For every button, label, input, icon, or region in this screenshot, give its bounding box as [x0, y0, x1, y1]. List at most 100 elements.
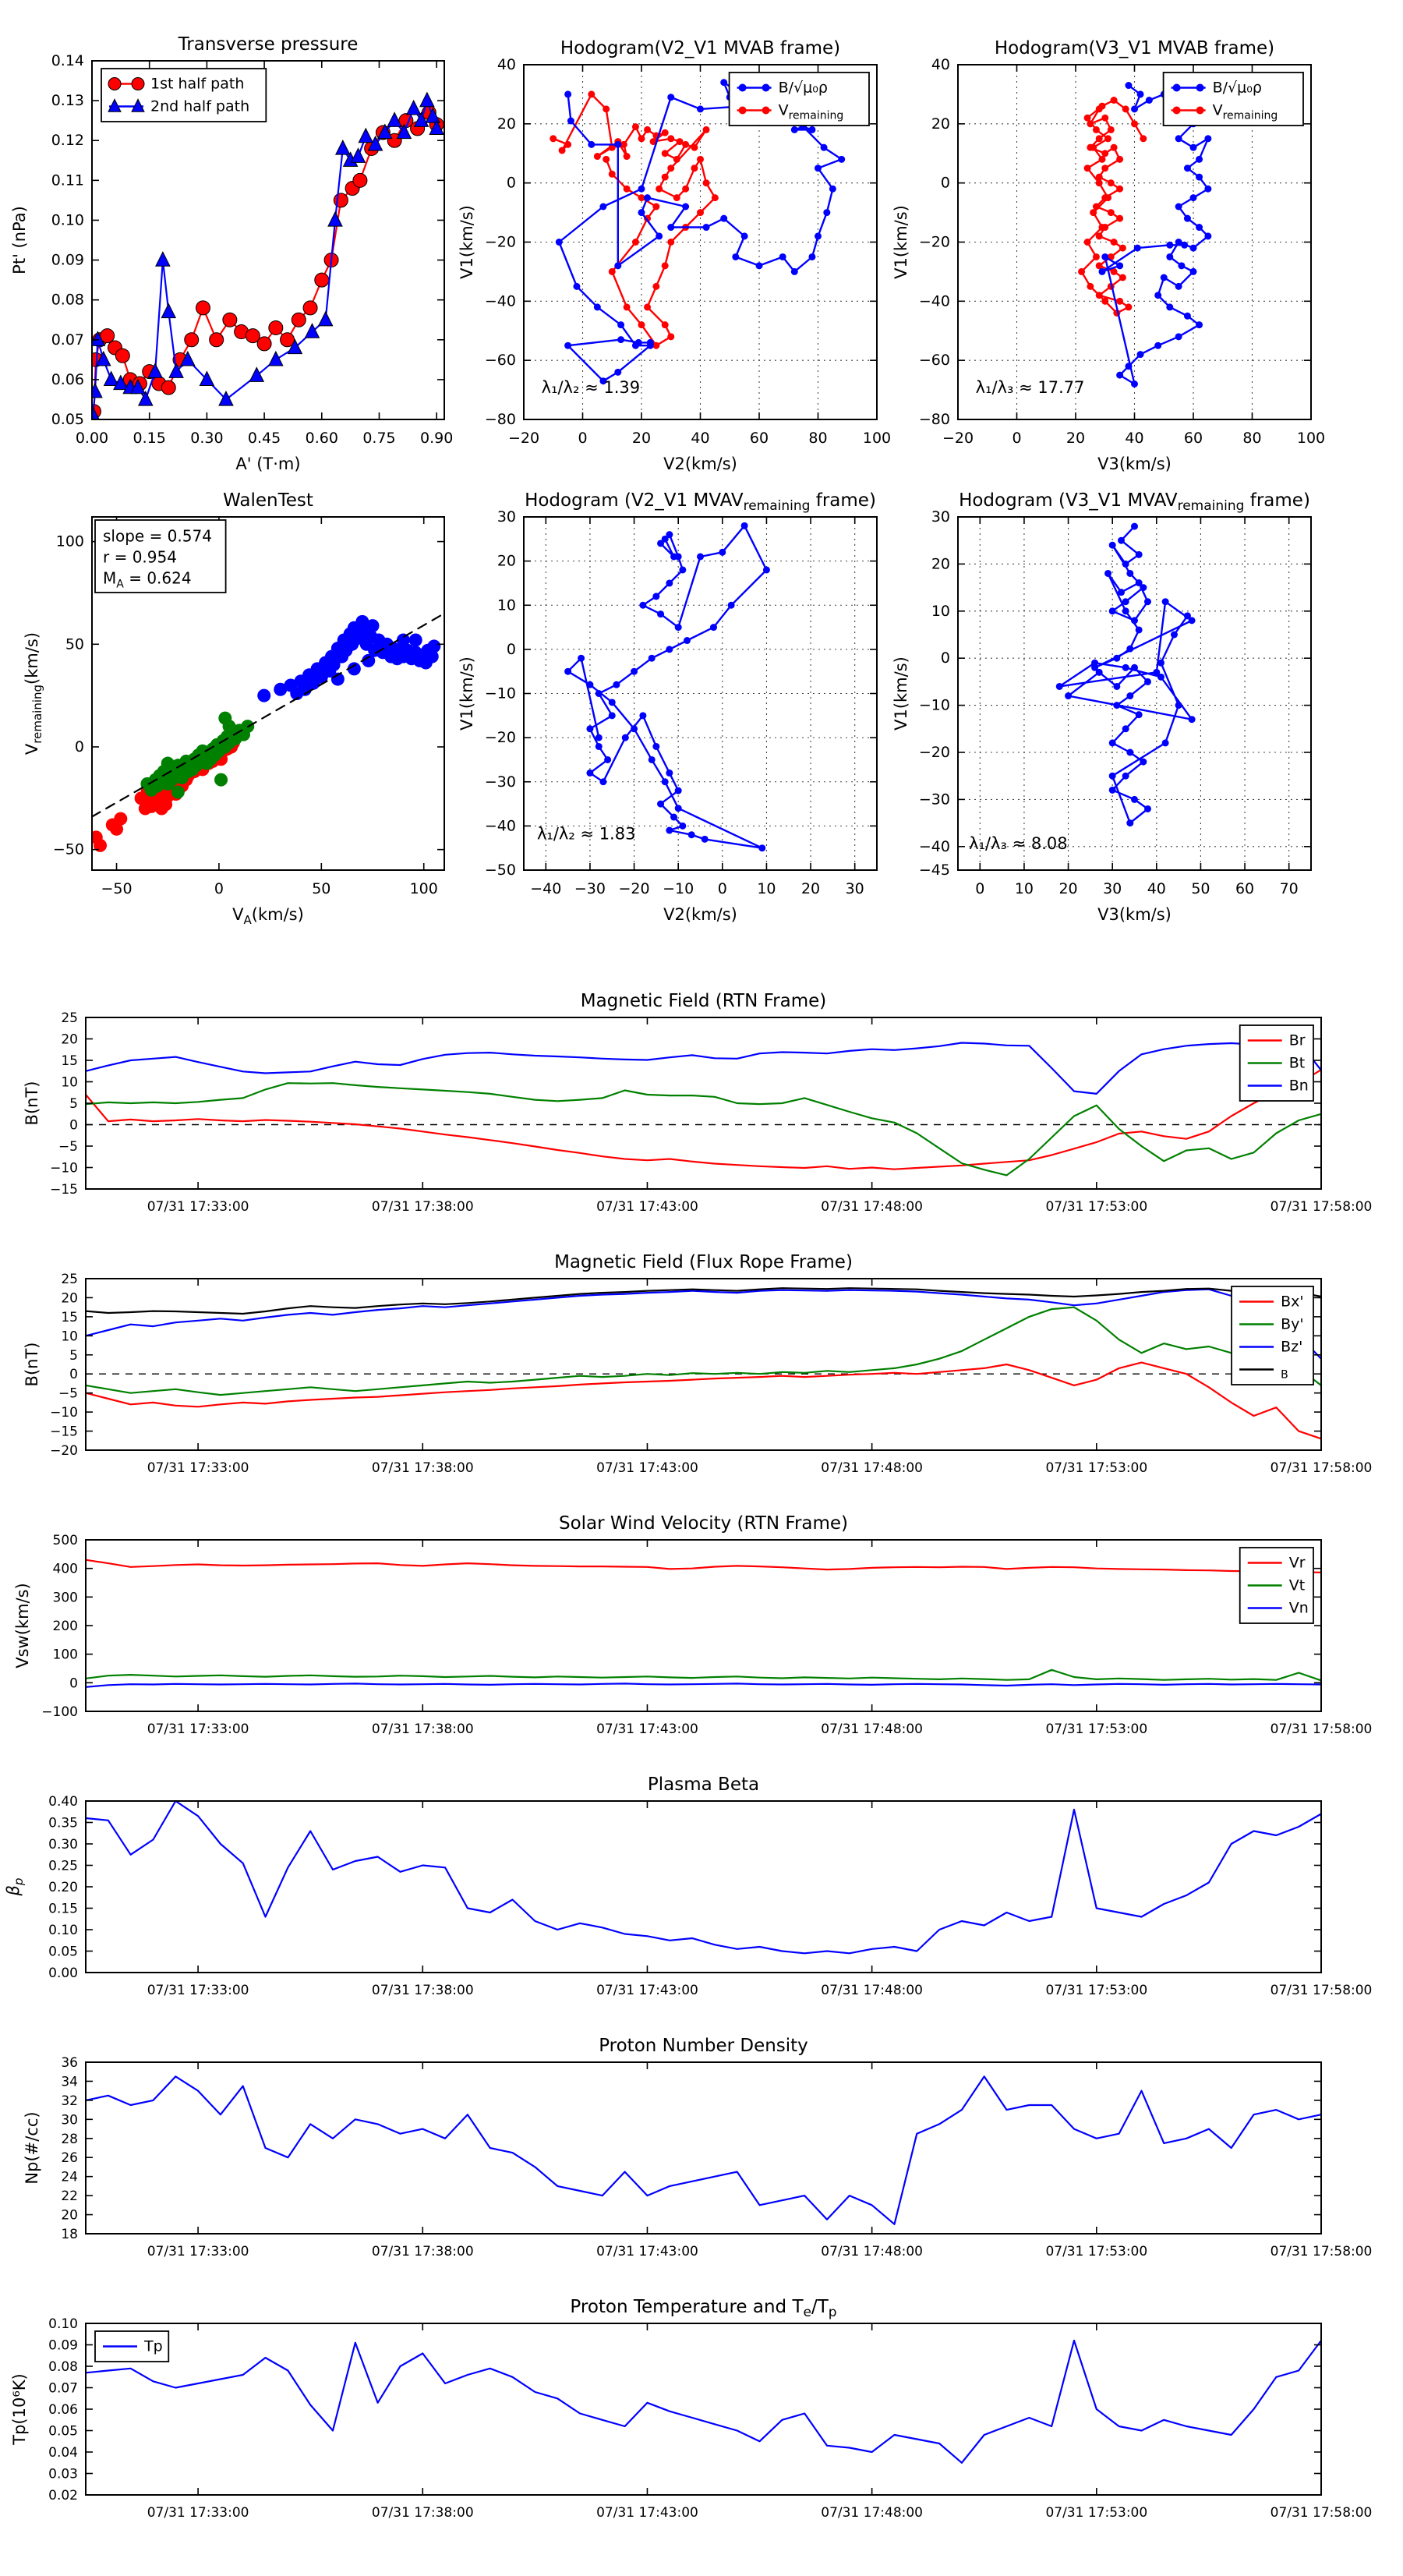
dot-marker [762, 83, 770, 92]
dot-marker [1160, 274, 1168, 281]
proton-density-title: Proton Number Density [599, 2036, 808, 2056]
hodogram-v3v1-mvav-xtick: 30 [1103, 880, 1122, 897]
proton-temperature-legend: Tp [94, 2330, 170, 2362]
transverse-pressure-ytick: 0.10 [51, 211, 84, 228]
circle-marker [327, 658, 341, 672]
circle-marker [222, 720, 236, 734]
dot-marker [1108, 541, 1116, 549]
dot-marker [1135, 711, 1143, 719]
plasma-beta-title: Plasma Beta [648, 1775, 759, 1795]
walen-test-frame [91, 516, 445, 871]
dot-marker [762, 106, 770, 115]
dot-marker [732, 253, 740, 260]
hodogram-v3v1-mvav-ytick: −20 [919, 744, 950, 761]
dot-marker [1095, 262, 1103, 270]
dot-marker [1101, 253, 1109, 260]
dot-marker [1092, 253, 1100, 260]
dot-marker [652, 341, 660, 349]
transverse-pressure-ylabel: Pt' (nPa) [10, 206, 29, 274]
mag-fluxrope-ytick: 20 [61, 1290, 78, 1306]
dot-marker [586, 769, 594, 777]
hodogram-v2v1-mvav-xtick: −30 [574, 880, 606, 897]
dot-marker [1116, 371, 1124, 379]
dot-marker [738, 83, 747, 92]
circle-marker [396, 633, 410, 647]
mag-rtn-series-Br [85, 1069, 1322, 1170]
dot-marker [1131, 663, 1138, 671]
proton-density-ytick: 20 [61, 2208, 78, 2224]
dot-marker [586, 681, 594, 688]
dot-marker [652, 282, 660, 290]
circle-marker [355, 614, 369, 628]
velocity-rtn-xtick: 07/31 17:43:00 [596, 1721, 698, 1737]
transverse-pressure-xtick: 0.90 [420, 430, 453, 447]
transverse-pressure-ytick: 0.11 [51, 172, 84, 189]
triangle-marker [350, 147, 366, 163]
dot-marker [1113, 682, 1121, 690]
proton-temperature-title: Proton Temperature and Te/Tp [570, 2297, 836, 2320]
mag-fluxrope-title: Magnetic Field (Flux Rope Frame) [554, 1252, 853, 1272]
hodogram-v3v1-mvav-ytick: −40 [919, 838, 950, 855]
triangle-marker [425, 108, 441, 123]
dot-marker [1116, 185, 1124, 193]
mag-fluxrope-series-B [85, 1287, 1322, 1315]
dot-marker [638, 321, 645, 329]
dot-marker [1098, 102, 1106, 110]
dot-marker [1116, 155, 1124, 163]
dot-marker [1126, 819, 1134, 827]
dot-marker [614, 140, 622, 148]
mag-rtn-series-Bt [85, 1082, 1322, 1177]
mag-fluxrope-legend-label: By' [1281, 1316, 1304, 1333]
dot-marker [1196, 224, 1203, 232]
hodogram-v3v1-mvav-ytick: 10 [931, 603, 950, 620]
triangle-marker [95, 350, 111, 366]
circle-marker [314, 272, 330, 288]
dot-marker [676, 138, 684, 146]
plasma-beta-ytick: 0.20 [48, 1880, 78, 1895]
dot-marker [687, 831, 695, 839]
hodogram-v3v1-mvab-annotation: λ₁/λ₃ ≈ 17.77 [976, 378, 1085, 397]
hodogram-v2v1-mvav-xtick: 30 [846, 880, 864, 897]
dot-marker [1131, 522, 1138, 530]
dot-marker [1166, 303, 1174, 311]
velocity-rtn-xtick: 07/31 17:33:00 [147, 1721, 249, 1737]
triangle-marker [91, 406, 101, 420]
dot-marker [1189, 194, 1197, 202]
proton-temperature-xtick: 07/31 17:38:00 [372, 2505, 474, 2521]
hodogram-v3v1-mvab-ytick: −20 [919, 234, 950, 251]
hodogram-v2v1-mvab-xtick: 20 [632, 430, 651, 447]
dot-marker [1101, 114, 1109, 122]
dot-marker [1131, 617, 1138, 625]
hodogram-v3v1-mvav-xtick: 60 [1235, 880, 1254, 897]
dot-marker [667, 94, 675, 101]
dot-marker [613, 681, 620, 688]
velocity-rtn-legend-label: Vt [1289, 1577, 1305, 1594]
dot-marker [599, 778, 607, 786]
triangle-marker [249, 366, 265, 382]
dot-marker [667, 165, 675, 172]
hodogram-v3v1-mvav-xtick: 50 [1191, 880, 1210, 897]
transverse-pressure-ytick: 0.05 [51, 411, 84, 428]
mag-rtn-legend-label: Br [1289, 1032, 1306, 1049]
velocity-rtn-series-Vn [85, 1683, 1322, 1688]
hodogram-v3v1-mvab-ytick: 0 [941, 175, 950, 192]
hodogram-v3v1-mvav-markers-V-path [1055, 522, 1196, 827]
plot-hodogram-v3v1-mvab: −20 0 20 40 60 80 100 −80 −60 −40 −20 0 20 40 Hodogram… [892, 38, 1325, 473]
hodogram-v3v1-mvav-xlabel: V3(km/s) [1097, 905, 1172, 924]
hodogram-v3v1-mvab-ytick: −80 [919, 411, 950, 428]
dot-marker [623, 185, 631, 193]
mag-rtn-legend-label: Bn [1289, 1077, 1309, 1095]
circle-marker [268, 320, 284, 335]
dot-marker [719, 548, 726, 556]
triangle-marker [287, 338, 303, 355]
dot-marker [623, 153, 631, 161]
dot-marker [711, 194, 719, 202]
plasma-beta-ytick: 0.10 [48, 1923, 78, 1938]
dot-marker [1065, 692, 1073, 700]
hodogram-v3v1-mvav-title: Hodogram (V3_V1 MVAVremaining frame) [959, 490, 1310, 514]
dot-marker [758, 844, 766, 852]
dot-marker [1110, 97, 1118, 104]
dot-marker [617, 321, 625, 329]
dot-marker [608, 170, 616, 178]
hodogram-v3v1-mvav-series-V-path [1058, 525, 1193, 824]
